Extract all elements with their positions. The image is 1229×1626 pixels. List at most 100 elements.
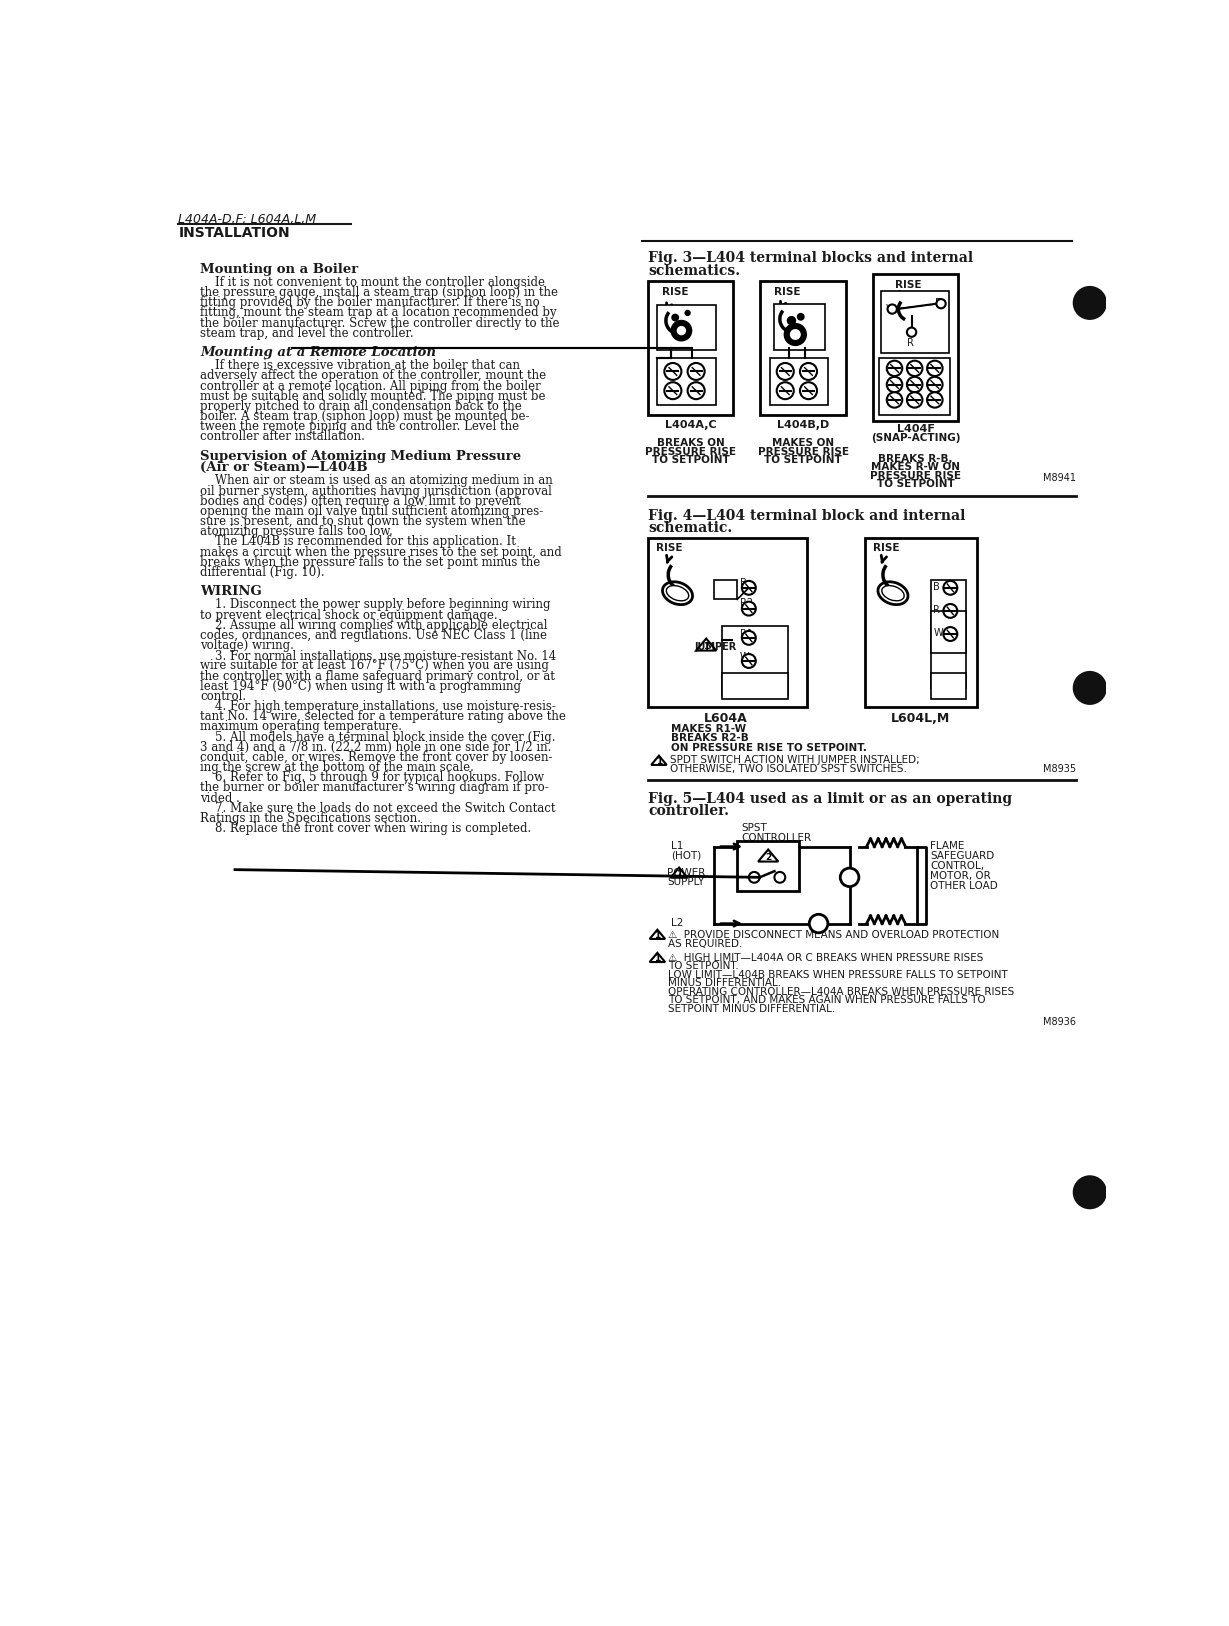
Text: TO SETPOINT, AND MAKES AGAIN WHEN PRESSURE FALLS TO: TO SETPOINT, AND MAKES AGAIN WHEN PRESSU… <box>669 995 986 1005</box>
Text: 3. For normal installations, use moisture-resistant No. 14: 3. For normal installations, use moistur… <box>200 649 557 662</box>
Text: OTHER LOAD: OTHER LOAD <box>930 881 998 891</box>
Text: bodies and codes) often require a low limit to prevent: bodies and codes) often require a low li… <box>200 494 521 507</box>
Text: MAKES R1-W: MAKES R1-W <box>671 724 746 733</box>
Text: M8936: M8936 <box>1043 1018 1075 1028</box>
Circle shape <box>790 330 800 340</box>
Circle shape <box>887 392 902 408</box>
Text: 2. Assume all wiring complies with applicable electrical: 2. Assume all wiring complies with appli… <box>200 620 548 633</box>
Text: sure is present, and to shut down the system when the: sure is present, and to shut down the sy… <box>200 515 526 528</box>
Circle shape <box>841 868 859 886</box>
Text: 1: 1 <box>654 932 660 940</box>
Circle shape <box>686 311 689 315</box>
Bar <box>930 580 966 688</box>
Text: 6. Refer to Fig. 5 through 9 for typical hookups. Follow: 6. Refer to Fig. 5 through 9 for typical… <box>200 771 544 784</box>
Circle shape <box>742 654 756 668</box>
Text: the burner or boiler manufacturer’s wiring diagram if pro-: the burner or boiler manufacturer’s wiri… <box>200 782 549 795</box>
Ellipse shape <box>666 585 688 602</box>
Text: (HOT): (HOT) <box>671 850 702 860</box>
Text: R2: R2 <box>740 598 752 608</box>
Circle shape <box>927 361 943 376</box>
Text: RISE: RISE <box>895 280 921 289</box>
Text: FLAME: FLAME <box>930 841 965 850</box>
Text: SUPPLY: SUPPLY <box>667 878 704 888</box>
Text: OPERATING CONTROLLER—L404A BREAKS WHEN PRESSURE RISES: OPERATING CONTROLLER—L404A BREAKS WHEN P… <box>669 987 1014 997</box>
Text: conduit, cable, or wires. Remove the front cover by loosen-: conduit, cable, or wires. Remove the fro… <box>200 751 553 764</box>
Circle shape <box>944 603 957 618</box>
Text: RISE: RISE <box>662 286 688 298</box>
Text: Mounting on a Boiler: Mounting on a Boiler <box>200 263 359 276</box>
Text: The L404B is recommended for this application. It: The L404B is recommended for this applic… <box>200 535 516 548</box>
Text: oil burner system, authorities having jurisdiction (approval: oil burner system, authorities having ju… <box>200 485 552 498</box>
Circle shape <box>784 324 806 345</box>
Circle shape <box>742 631 756 646</box>
Circle shape <box>927 392 943 408</box>
Text: OTHERWISE, TWO ISOLATED SPST SWITCHES.: OTHERWISE, TWO ISOLATED SPST SWITCHES. <box>670 764 907 774</box>
Text: BREAKS R-B,: BREAKS R-B, <box>879 454 952 463</box>
Text: MOTOR, OR: MOTOR, OR <box>930 872 991 881</box>
Text: 1: 1 <box>654 954 660 964</box>
Text: breaks when the pressure falls to the set point minus the: breaks when the pressure falls to the se… <box>200 556 541 569</box>
Text: POWER: POWER <box>667 868 705 878</box>
Text: CONTROLLER: CONTROLLER <box>741 833 811 842</box>
Bar <box>721 626 788 696</box>
Text: (Air or Steam)—L404B: (Air or Steam)—L404B <box>200 462 367 475</box>
Text: CONTROL,: CONTROL, <box>930 862 984 872</box>
Text: boiler. A steam trap (siphon loop) must be mounted be-: boiler. A steam trap (siphon loop) must … <box>200 410 530 423</box>
Text: to prevent electrical shock or equipment damage.: to prevent electrical shock or equipment… <box>200 608 498 621</box>
Text: differential (Fig. 10).: differential (Fig. 10). <box>200 566 324 579</box>
Text: RISE: RISE <box>873 543 900 553</box>
Text: R1: R1 <box>740 629 752 639</box>
Text: L2: L2 <box>814 919 823 928</box>
Bar <box>648 281 734 415</box>
Text: When air or steam is used as an atomizing medium in an: When air or steam is used as an atomizin… <box>200 475 553 488</box>
Text: B: B <box>935 298 941 307</box>
Text: 1: 1 <box>656 758 662 766</box>
Text: controller at a remote location. All piping from the boiler: controller at a remote location. All pip… <box>200 379 541 392</box>
Text: BREAKS R2-B: BREAKS R2-B <box>671 733 748 743</box>
Text: RISE: RISE <box>656 543 682 553</box>
Text: RISE: RISE <box>774 286 801 298</box>
Ellipse shape <box>881 585 905 602</box>
Ellipse shape <box>662 582 693 605</box>
Text: W: W <box>885 304 895 314</box>
Text: opening the main oil valve until sufficient atomizing pres-: opening the main oil valve until suffici… <box>200 506 543 519</box>
Circle shape <box>936 299 945 309</box>
Text: schematic.: schematic. <box>648 520 732 535</box>
Text: LOW LIMIT—L404B BREAKS WHEN PRESSURE FALLS TO SETPOINT: LOW LIMIT—L404B BREAKS WHEN PRESSURE FAL… <box>669 969 1008 980</box>
Circle shape <box>687 363 704 380</box>
Text: makes a circuit when the pressure rises to the set point, and: makes a circuit when the pressure rises … <box>200 546 562 559</box>
Text: L604L,M: L604L,M <box>891 712 950 725</box>
Text: SPDT SWITCH ACTION WITH JUMPER INSTALLED;: SPDT SWITCH ACTION WITH JUMPER INSTALLED… <box>670 754 919 764</box>
Circle shape <box>774 872 785 883</box>
Text: M8935: M8935 <box>1042 764 1075 774</box>
Text: 3 and 4) and a 7/8 in. (22.2 mm) hole in one side for 1/2 in.: 3 and 4) and a 7/8 in. (22.2 mm) hole in… <box>200 741 552 754</box>
Bar <box>737 841 799 891</box>
Text: SPST: SPST <box>741 823 767 834</box>
Text: L404B,D: L404B,D <box>777 420 830 429</box>
Circle shape <box>671 320 692 341</box>
Bar <box>930 611 966 654</box>
Text: B: B <box>933 582 940 592</box>
Circle shape <box>1074 1176 1106 1208</box>
Text: L2: L2 <box>671 919 683 928</box>
Text: L404F: L404F <box>896 424 934 434</box>
Text: the boiler manufacturer. Screw the controller directly to the: the boiler manufacturer. Screw the contr… <box>200 317 559 330</box>
Bar <box>879 358 950 415</box>
Text: PRESSURE RISE: PRESSURE RISE <box>757 447 848 457</box>
Text: 4. For high temperature installations, use moisture-resis-: 4. For high temperature installations, u… <box>200 701 556 714</box>
Circle shape <box>777 382 794 398</box>
Text: Ratings in the Specifications section.: Ratings in the Specifications section. <box>200 811 422 824</box>
Text: If it is not convenient to mount the controller alongside: If it is not convenient to mount the con… <box>200 276 546 289</box>
Text: B: B <box>740 577 746 589</box>
Text: properly pitched to drain all condensation back to the: properly pitched to drain all condensati… <box>200 400 522 413</box>
Circle shape <box>777 363 794 380</box>
Circle shape <box>788 317 795 325</box>
Text: Fig. 5—L404 used as a limit or as an operating: Fig. 5—L404 used as a limit or as an ope… <box>648 792 1013 806</box>
Text: vided .: vided . <box>200 792 240 805</box>
Circle shape <box>665 363 681 380</box>
Bar <box>721 673 788 699</box>
Text: SETPOINT MINUS DIFFERENTIAL.: SETPOINT MINUS DIFFERENTIAL. <box>669 1003 836 1013</box>
Text: schematics.: schematics. <box>648 263 740 278</box>
Text: 5. All models have a terminal block inside the cover (Fig.: 5. All models have a terminal block insi… <box>200 730 556 743</box>
Text: the controller with a flame safeguard primary control, or at: the controller with a flame safeguard pr… <box>200 670 556 683</box>
